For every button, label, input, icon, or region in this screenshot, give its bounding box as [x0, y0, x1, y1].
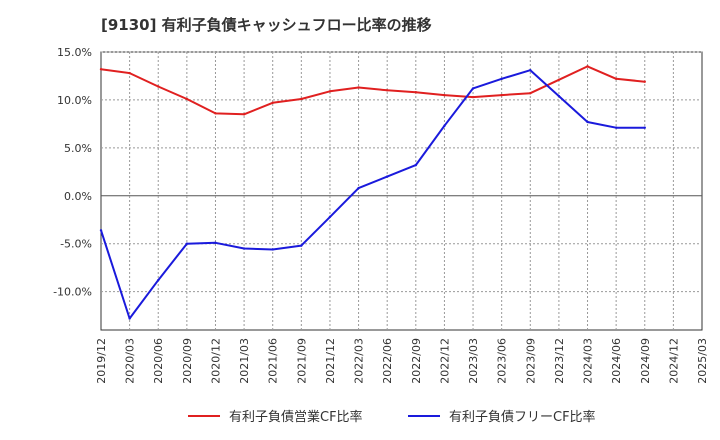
x-tick-label: 2024/12	[667, 338, 680, 384]
x-tick-label: 2021/12	[324, 338, 337, 384]
legend-item: 有利子負債営業CF比率	[188, 409, 363, 425]
x-tick-label: 2021/09	[295, 338, 308, 384]
data-point	[529, 69, 532, 72]
series-line	[100, 65, 645, 116]
data-point	[471, 95, 475, 99]
data-point	[185, 97, 189, 101]
data-point	[471, 87, 475, 90]
x-tick-label: 2022/03	[353, 338, 366, 384]
x-tick-label: 2023/09	[524, 338, 537, 384]
data-point	[300, 97, 303, 101]
x-tick-label: 2019/12	[95, 338, 108, 384]
x-tick-label: 2023/03	[467, 338, 480, 384]
data-point	[414, 163, 418, 167]
data-point	[614, 126, 618, 129]
data-point	[271, 248, 274, 251]
x-tick-label: 2020/12	[209, 338, 222, 384]
x-tick-label: 2023/06	[496, 338, 509, 384]
legend-label: 有利子負債フリーCF比率	[449, 409, 596, 425]
data-point	[385, 89, 389, 92]
data-point	[128, 317, 131, 320]
data-point	[586, 65, 589, 68]
y-axis-ticks: 15.0% 10.0% 5.0% 0.0% -5.0% -10.0%	[53, 46, 92, 299]
legend-item: 有利子負債フリーCF比率	[408, 409, 596, 425]
x-tick-label: 2024/03	[582, 338, 595, 384]
data-point	[385, 175, 389, 178]
x-tick-label: 2024/06	[610, 338, 623, 384]
plot-frame	[100, 51, 703, 331]
data-point	[614, 77, 618, 81]
series-1	[99, 65, 646, 116]
x-tick-label: 2020/06	[152, 338, 165, 384]
x-tick-label: 2022/12	[438, 338, 451, 384]
x-tick-label: 2021/03	[238, 338, 251, 384]
data-point	[443, 124, 446, 128]
x-tick-label: 2025/03	[696, 338, 709, 384]
series-lines	[99, 65, 646, 320]
y-tick-label: -5.0%	[60, 238, 92, 251]
data-point	[586, 120, 589, 124]
series-line	[100, 69, 645, 320]
data-point	[414, 91, 418, 94]
data-point	[529, 92, 532, 95]
data-point	[242, 247, 246, 250]
data-point	[128, 71, 131, 75]
legend: 有利子負債営業CF比率 有利子負債フリーCF比率	[188, 409, 596, 425]
y-tick-label: -10.0%	[53, 286, 92, 299]
y-tick-label: 5.0%	[64, 142, 92, 155]
x-tick-label: 2020/03	[124, 338, 137, 384]
data-point	[443, 93, 446, 97]
data-point	[643, 80, 646, 83]
data-point	[271, 101, 274, 105]
x-tick-label: 2021/06	[267, 338, 280, 384]
data-point	[157, 278, 160, 282]
data-point	[214, 241, 217, 244]
x-tick-label: 2022/09	[410, 338, 423, 384]
data-point	[99, 229, 103, 232]
data-point	[357, 86, 360, 89]
data-point	[357, 186, 360, 190]
x-tick-label: 2024/09	[639, 338, 652, 384]
data-point	[643, 126, 646, 129]
data-point	[500, 93, 503, 97]
y-tick-label: 15.0%	[57, 46, 92, 59]
data-point	[185, 242, 189, 245]
data-point	[328, 215, 332, 219]
data-point	[157, 85, 160, 88]
y-tick-label: 10.0%	[57, 94, 92, 107]
data-point	[242, 113, 246, 116]
plot-area	[100, 51, 703, 331]
data-point	[500, 77, 503, 81]
x-tick-label: 2023/12	[553, 338, 566, 384]
data-point	[328, 90, 332, 93]
data-point	[557, 94, 561, 98]
data-point	[557, 78, 561, 82]
data-point	[300, 244, 303, 247]
chart-title: [9130] 有利子負債キャッシュフロー比率の推移	[101, 16, 432, 34]
x-tick-label: 2020/09	[181, 338, 194, 384]
data-point	[214, 112, 217, 115]
data-point	[99, 68, 103, 71]
y-tick-label: 0.0%	[64, 190, 92, 203]
x-axis-ticks: 2019/12 2020/03 2020/06 2020/09 2020/12 2021/…	[95, 338, 709, 384]
gridlines	[101, 51, 702, 330]
x-tick-label: 2022/06	[381, 338, 394, 384]
series-2	[99, 69, 646, 320]
legend-label: 有利子負債営業CF比率	[229, 409, 363, 425]
